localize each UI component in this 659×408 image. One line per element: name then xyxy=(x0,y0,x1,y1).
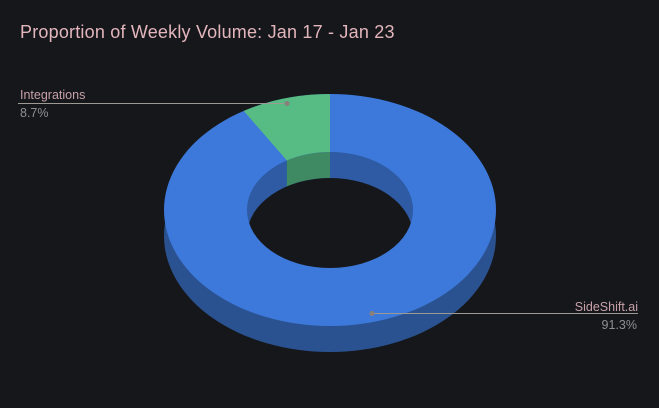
callout-integrations-label: Integrations xyxy=(20,88,86,102)
callout-sideshift-label: SideShift.ai xyxy=(574,300,638,314)
donut-hole-inner-wall-green xyxy=(286,152,330,187)
slice-sideshift xyxy=(164,94,496,326)
chart-title: Proportion of Weekly Volume: Jan 17 - Ja… xyxy=(20,22,395,42)
callout-sideshift-value: 91.3% xyxy=(601,318,637,332)
callout-dot-sideshift xyxy=(369,311,375,316)
callout-integrations-value: 8.7% xyxy=(20,106,49,120)
slice-integrations xyxy=(243,94,330,161)
callout-dot-integrations xyxy=(284,101,290,106)
